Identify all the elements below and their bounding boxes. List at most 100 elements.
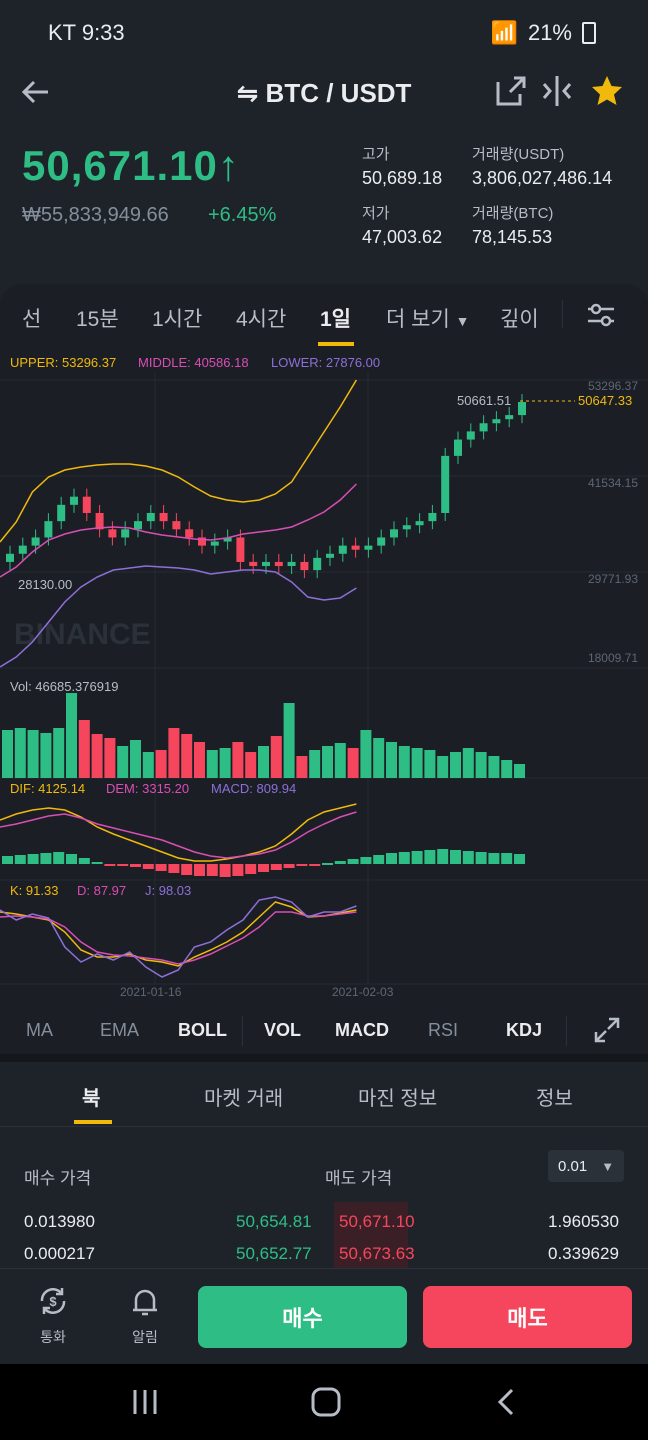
candle-body [441, 455, 450, 513]
tab-line[interactable]: 선 [22, 308, 42, 331]
indicator-ema[interactable]: EMA [100, 1020, 140, 1040]
tab-active-underline [318, 342, 354, 346]
volume-bar [181, 734, 193, 778]
macd-bar [168, 864, 180, 873]
volume-bar [424, 750, 436, 778]
pair-title[interactable]: ⇋ BTC / USDT [236, 78, 412, 108]
macd-bar [78, 858, 90, 864]
back-arrow-icon[interactable] [18, 74, 54, 110]
chart-settings-icon[interactable] [586, 302, 616, 328]
tab-orderbook[interactable]: 북 [82, 1088, 101, 1110]
sell-price-header: 매도 가격 [325, 1169, 393, 1188]
recent-apps-icon[interactable] [130, 1386, 160, 1418]
volume-bar [437, 756, 449, 778]
bid-price-1[interactable]: 50,652.77 [236, 1244, 312, 1263]
tab-1h[interactable]: 1시간 [152, 308, 203, 331]
macd-bar [475, 852, 487, 864]
volume-bar [347, 748, 359, 778]
nav-back-icon[interactable] [494, 1386, 518, 1418]
indicator-vol[interactable]: VOL [264, 1020, 302, 1040]
macd-dem: DEM: 3315.20 [106, 781, 190, 796]
macd-bar [130, 864, 141, 867]
indicator-ma[interactable]: MA [26, 1020, 53, 1040]
macd-bar [219, 864, 231, 877]
candle-body [95, 512, 104, 530]
bid-qty-0: 0.013980 [24, 1212, 95, 1231]
ask-price-0[interactable]: 50,671.10 [339, 1212, 415, 1231]
share-icon[interactable] [494, 74, 528, 108]
compare-icon[interactable] [540, 74, 574, 108]
macd-bar [296, 864, 308, 866]
boll-upper: UPPER: 53296.37 [10, 355, 117, 370]
macd-bar [424, 850, 436, 864]
fullscreen-icon[interactable] [594, 1017, 620, 1043]
indicator-boll[interactable]: BOLL [178, 1020, 227, 1040]
volume-bar [283, 703, 295, 778]
candle-body [390, 529, 398, 538]
volume-bar [360, 730, 372, 778]
tab-depth[interactable]: 깊이 [500, 308, 539, 331]
ask-price-1[interactable]: 50,673.63 [339, 1244, 415, 1263]
candle-body [121, 529, 130, 538]
candle-body [351, 545, 360, 550]
candle-body [223, 537, 232, 542]
candle-body [210, 541, 219, 546]
chevron-down-icon: ▼ [601, 1158, 615, 1174]
volume-bar [514, 764, 525, 778]
tab-info[interactable]: 정보 [536, 1088, 573, 1110]
volume-bar [398, 746, 410, 778]
precision-select[interactable]: 0.01 ▼ [548, 1150, 624, 1182]
indicator-macd[interactable]: MACD [335, 1020, 389, 1040]
macd-bar [386, 853, 397, 864]
volume-bar [309, 750, 321, 778]
candle-body [172, 521, 181, 530]
tab-more[interactable]: 더 보기 ▼ [386, 308, 470, 331]
macd-bar [334, 861, 346, 864]
volume-bar [2, 730, 13, 778]
dropdown-caret-icon: ▼ [455, 313, 470, 329]
sell-button[interactable]: 매도 [423, 1286, 632, 1348]
favorite-star-icon[interactable] [590, 74, 624, 108]
macd-bar [398, 852, 410, 864]
buy-button[interactable]: 매수 [198, 1286, 407, 1348]
candlestick-chart[interactable]: BINANCE [0, 372, 648, 1000]
alerts-button[interactable]: 알림 [122, 1284, 168, 1347]
vol-btc-label: 거래량(BTC) [472, 205, 554, 222]
candle-body [454, 439, 462, 456]
orderbook-tab-underline [74, 1120, 112, 1124]
macd-bar [40, 853, 52, 864]
macd-bar [194, 864, 205, 876]
tab-4h[interactable]: 4시간 [236, 308, 287, 331]
macd-bar [53, 852, 65, 864]
candle-body [274, 561, 283, 567]
tab-15m[interactable]: 15분 [76, 308, 119, 331]
bid-price-0[interactable]: 50,654.81 [236, 1212, 312, 1231]
macd-bar [117, 864, 129, 866]
volume-bar [206, 750, 218, 778]
volume-bar [488, 756, 500, 778]
volume-bar [334, 743, 346, 778]
system-nav-bar [0, 1364, 648, 1440]
macd-bar [283, 864, 295, 868]
volume-bar [53, 728, 65, 778]
home-icon[interactable] [310, 1386, 342, 1418]
tab-margin-info[interactable]: 마진 정보 [358, 1088, 438, 1110]
convert-button[interactable]: $ 통화 [30, 1284, 76, 1347]
indicator-kdj[interactable]: KDJ [506, 1020, 543, 1040]
candle-body [428, 512, 437, 522]
macd-bar [142, 864, 154, 869]
tab-market-trades[interactable]: 마켓 거래 [204, 1088, 284, 1110]
volume-bar [14, 728, 26, 778]
volume-bar [296, 756, 308, 778]
macd-bar [14, 855, 26, 864]
price-up-arrow-icon: ↑ [217, 142, 240, 189]
indicator-rsi[interactable]: RSI [428, 1020, 459, 1040]
volume-bar [155, 750, 167, 778]
candle-body [326, 553, 334, 558]
volume-bar [411, 748, 423, 778]
status-time: KT 9:33 [48, 20, 125, 45]
boll-middle: MIDDLE: 40586.18 [138, 355, 249, 370]
status-bar: KT 9:33 📶 21% [0, 0, 648, 66]
tab-1d[interactable]: 1일 [320, 308, 351, 331]
kdj-k: K: 91.33 [10, 883, 59, 898]
